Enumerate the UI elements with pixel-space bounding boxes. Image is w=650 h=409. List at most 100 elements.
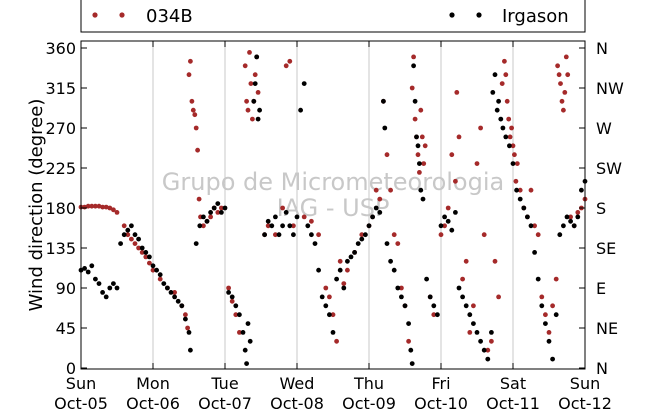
data-point <box>568 218 573 224</box>
data-point <box>453 210 458 215</box>
data-point <box>341 281 347 286</box>
x-tick-date: Oct-09 <box>342 394 396 409</box>
data-point <box>309 218 314 224</box>
data-point <box>248 81 254 86</box>
data-point <box>287 223 293 229</box>
data-point <box>237 330 242 335</box>
data-point <box>421 161 427 167</box>
data-point <box>532 250 537 255</box>
data-point <box>370 214 375 220</box>
plot-frame <box>80 40 586 370</box>
right-tick-label: SW <box>596 159 622 178</box>
right-tick-label: E <box>596 279 606 298</box>
data-point <box>255 116 261 122</box>
data-point <box>550 356 555 362</box>
data-point <box>352 250 357 255</box>
data-point <box>500 125 506 131</box>
data-point <box>114 285 120 291</box>
data-point <box>257 107 262 113</box>
y-tick-label: 45 <box>56 319 76 338</box>
data-point <box>147 260 152 266</box>
data-point <box>96 203 102 209</box>
data-point <box>175 298 181 304</box>
data-point <box>467 312 473 318</box>
data-point <box>474 161 480 167</box>
data-point <box>172 294 178 300</box>
legend-label-034b: 034B <box>146 6 193 27</box>
data-point <box>391 232 397 238</box>
data-point <box>355 241 361 247</box>
data-point <box>399 285 404 291</box>
data-point <box>129 223 134 229</box>
data-point <box>316 232 321 238</box>
data-point <box>535 232 541 238</box>
data-point <box>291 223 296 229</box>
data-point <box>456 134 462 140</box>
data-point <box>460 276 465 282</box>
x-tick-weekday: Wed <box>280 374 315 393</box>
data-point <box>186 330 192 335</box>
data-point <box>298 107 303 113</box>
legend-marker-irgason-a <box>449 12 455 18</box>
data-point <box>546 338 552 344</box>
data-point <box>201 214 206 220</box>
data-point <box>183 316 188 322</box>
data-point <box>273 214 278 220</box>
data-point <box>384 152 390 158</box>
data-point <box>467 330 473 335</box>
data-point <box>422 143 428 149</box>
data-point <box>233 312 239 318</box>
data-point <box>341 285 347 291</box>
data-point <box>323 285 329 291</box>
data-point <box>247 338 253 344</box>
data-point <box>330 330 336 335</box>
data-point <box>557 232 563 238</box>
data-point <box>471 321 476 326</box>
data-point <box>294 214 300 220</box>
data-point <box>514 187 519 193</box>
data-point <box>129 236 134 242</box>
data-point <box>337 267 343 273</box>
data-point <box>269 223 275 229</box>
data-point <box>377 210 383 215</box>
data-point <box>388 258 393 264</box>
data-point <box>571 223 577 229</box>
data-point <box>215 210 221 215</box>
data-point <box>561 107 566 113</box>
data-point <box>211 205 217 211</box>
data-point <box>319 294 325 300</box>
data-point <box>242 347 248 353</box>
data-point <box>442 214 447 220</box>
data-point <box>251 98 257 104</box>
data-point <box>179 303 185 309</box>
data-point <box>415 143 421 149</box>
data-point <box>507 134 513 140</box>
data-point <box>565 72 571 78</box>
data-point <box>197 223 203 229</box>
data-point <box>510 161 516 167</box>
data-point <box>265 223 271 229</box>
data-point <box>521 205 527 211</box>
data-point <box>453 178 458 184</box>
data-point <box>373 205 379 211</box>
y-tick-label: 90 <box>56 279 76 298</box>
data-point <box>456 285 462 291</box>
x-tick-weekday: Mon <box>136 374 170 393</box>
x-tick-date: Oct-07 <box>198 394 252 409</box>
data-point <box>507 143 512 149</box>
data-point <box>147 254 152 260</box>
data-point <box>496 98 501 104</box>
data-point <box>330 312 336 318</box>
data-point <box>528 223 534 229</box>
y-tick-label: 360 <box>45 39 76 58</box>
data-point <box>492 72 498 78</box>
x-tick-date: Oct-08 <box>270 394 324 409</box>
data-point <box>222 205 228 211</box>
data-point <box>345 267 350 273</box>
data-point <box>579 187 584 193</box>
data-point <box>412 98 418 104</box>
data-point <box>406 338 411 344</box>
data-point <box>103 294 109 300</box>
data-point <box>247 50 252 55</box>
vertical-grid <box>152 41 514 369</box>
